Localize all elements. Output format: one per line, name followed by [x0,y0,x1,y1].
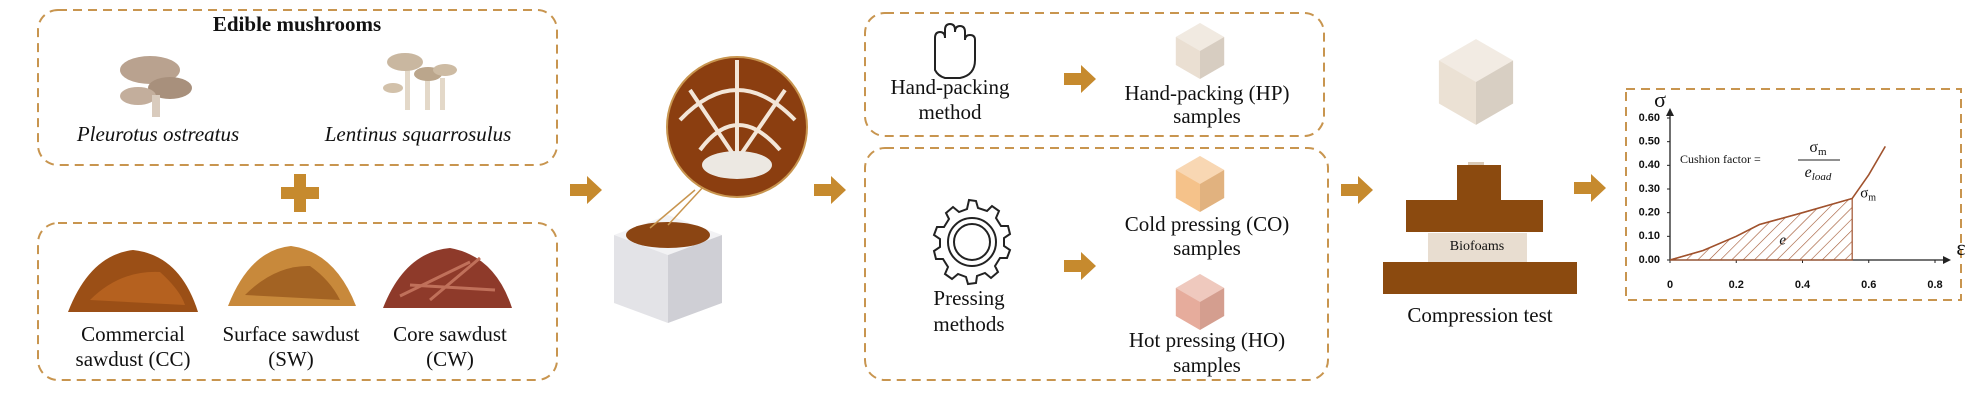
sawdust-pile [68,250,198,312]
sample-label: Hand-packing (HP) [1124,81,1289,105]
flow-arrow [1064,252,1096,280]
plus-icon [281,174,319,212]
x-tick-label: 0.4 [1795,279,1811,291]
mushroom-icon [383,53,457,110]
area-label: e [1779,233,1786,249]
x-tick-label: 0.2 [1729,279,1744,291]
flow-arrow [1064,65,1096,93]
peak-subscript: m [1868,193,1876,204]
x-tick-label: 0.6 [1861,279,1876,291]
method-label: method [919,100,982,124]
sample-cube [1175,23,1225,79]
method-label: Hand-packing [891,75,1010,99]
sample-cube [1175,274,1225,330]
stress-curve [1669,145,1887,261]
flow-arrow [570,176,602,204]
formula-denominator: eload [1805,164,1832,183]
sawdust-pile [228,246,356,306]
denominator-symbol: e [1805,164,1812,181]
flow-arrow [814,176,846,204]
species-label: Lentinus squarrosulus [324,122,512,146]
y-axis-label: σ [1654,87,1666,112]
numerator-subscript: m [1818,146,1827,158]
method-label: Pressing [933,286,1005,310]
y-tick-label: 0.00 [1639,254,1660,266]
pressing-box [864,147,1329,381]
peak-symbol: σ [1860,186,1868,202]
formula-numerator: σm [1809,139,1827,158]
method-label: methods [933,312,1004,336]
hatched-area [1669,197,1853,261]
y-tick-label: 0.30 [1639,183,1660,195]
y-tick-label: 0.40 [1639,159,1660,171]
chart-box [1625,88,1962,301]
sawdust-pile [383,248,512,308]
hand-packing-box [864,12,1325,137]
sawdust-label: Commercial [81,322,185,346]
sawdust-label: sawdust (CC) [76,347,191,371]
sawdust-label: (SW) [268,347,314,371]
mushroom-icon [120,56,192,117]
sample-cube [1438,39,1514,125]
gear-icon [932,198,1012,286]
biofoam-label: Biofoams [1450,239,1504,254]
sample-label: Cold pressing (CO) [1125,212,1290,236]
biofoam-block [1428,233,1527,262]
axis-arrow [1666,108,1674,116]
box-title: Edible mushrooms [213,12,381,36]
compression-label: Compression test [1407,303,1552,327]
x-axis-label: ε [1956,235,1965,260]
sawdust-label: Surface sawdust [222,322,359,346]
sample-label: samples [1173,104,1241,128]
press [1383,165,1577,294]
y-tick-label: 0.20 [1639,207,1660,219]
cushion-chart: σ ε 0.00 0.10 0.20 0.30 0.40 0.50 0.60 0 0.2 0.4 0.6… [1639,87,1966,291]
sample-cube [1175,156,1225,212]
sample-label: samples [1173,353,1241,377]
flow-arrow [1341,176,1373,204]
axis-arrow [1943,256,1951,264]
y-tick-label: 0.10 [1639,230,1660,242]
sample-label: Hot pressing (HO) [1129,328,1285,352]
sawdust-label: Core sawdust [393,322,507,346]
denominator-subscript: load [1812,171,1832,183]
species-label: Pleurotus ostreatus [76,122,239,146]
flow-arrow [1574,174,1606,202]
y-tick-label: 0.60 [1639,112,1660,124]
hand-icon [934,22,976,79]
x-tick-label: 0 [1667,279,1673,291]
y-tick-label: 0.50 [1639,136,1660,148]
x-tick-label: 0.8 [1927,279,1942,291]
sawdust-label: (CW) [426,347,474,371]
formula-text: Cushion factor = [1680,152,1761,166]
peak-label: σm [1860,186,1876,204]
culture-box [614,56,808,323]
numerator-symbol: σ [1809,139,1818,156]
sample-label: samples [1173,236,1241,260]
